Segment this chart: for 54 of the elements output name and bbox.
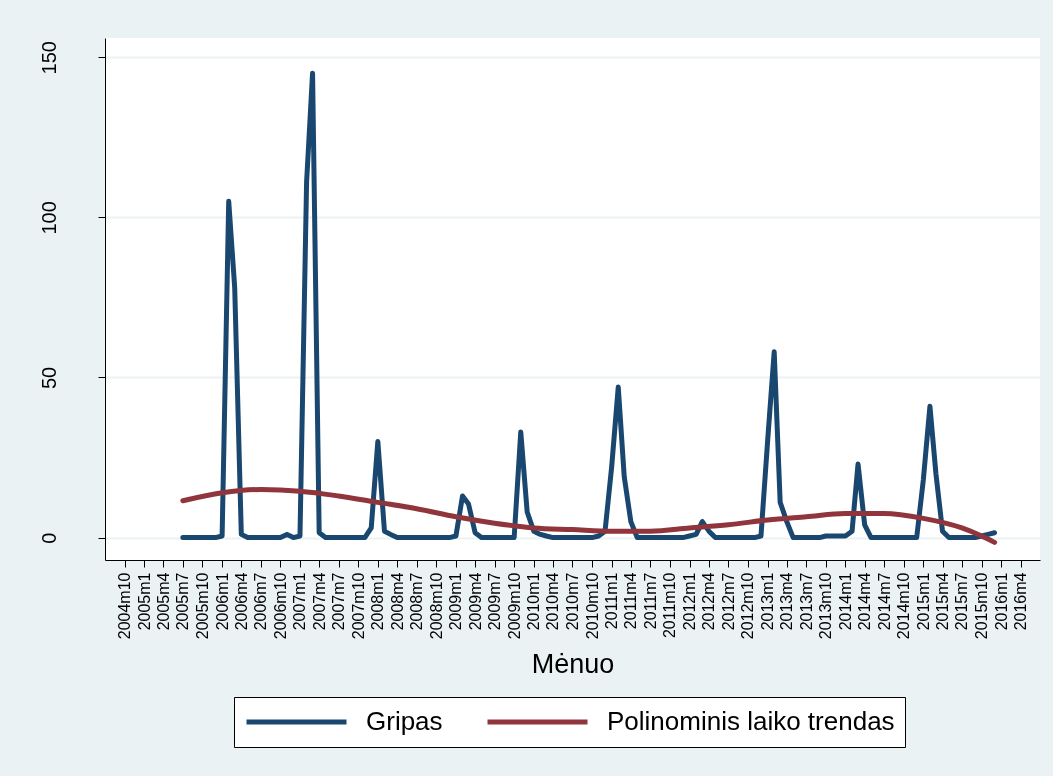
x-tick-label: 2007m7 bbox=[330, 572, 348, 631]
y-tick-label: 150 bbox=[37, 41, 60, 75]
x-tick-label: 2012m1 bbox=[681, 572, 699, 631]
x-tick-label: 2008m10 bbox=[427, 572, 445, 640]
x-tick-label: 2005m7 bbox=[174, 572, 192, 631]
x-tick-label: 2010m4 bbox=[544, 572, 562, 631]
x-tick-label: 2014m4 bbox=[856, 572, 874, 631]
x-tick-label: 2011m7 bbox=[641, 572, 659, 630]
x-tick-label: 2008m4 bbox=[388, 572, 406, 631]
x-tick-label: 2008m7 bbox=[408, 572, 426, 631]
x-tick-label: 2013m1 bbox=[759, 572, 777, 631]
x-tick-label: 2012m10 bbox=[739, 572, 757, 640]
x-tick-label: 2016m1 bbox=[992, 572, 1010, 631]
x-tick-label: 2009m10 bbox=[505, 572, 523, 640]
legend-label: Gripas bbox=[366, 706, 443, 736]
x-tick-label: 2012m7 bbox=[719, 572, 737, 631]
x-tick-label: 2006m10 bbox=[271, 572, 289, 640]
x-tick-label: 2006m7 bbox=[252, 572, 270, 631]
x-tick-label: 2007m4 bbox=[310, 572, 328, 631]
x-tick-label: 2004m10 bbox=[116, 572, 134, 640]
x-tick-label: 2006m4 bbox=[232, 572, 250, 631]
legend-label: Polinominis laiko trendas bbox=[607, 706, 895, 736]
x-tick-label: 2011m4 bbox=[622, 572, 640, 630]
x-tick-label: 2012m4 bbox=[700, 572, 718, 631]
x-tick-label: 2010m1 bbox=[525, 572, 543, 631]
x-tick-label: 2005m1 bbox=[135, 572, 153, 631]
x-tick-label: 2006m1 bbox=[213, 572, 231, 631]
x-tick-label: 2015m7 bbox=[953, 572, 971, 631]
y-tick-label: 0 bbox=[37, 532, 60, 544]
x-tick-label: 2014m7 bbox=[875, 572, 893, 631]
x-tick-label: 2005m4 bbox=[154, 572, 172, 631]
x-tick-label: 2014m10 bbox=[895, 572, 913, 640]
x-tick-label: 2010m10 bbox=[583, 572, 601, 640]
x-tick-label: 2007m1 bbox=[291, 572, 309, 631]
x-tick-label: 2013m4 bbox=[778, 572, 796, 631]
y-tick-label: 100 bbox=[37, 201, 60, 235]
x-tick-label: 2009m1 bbox=[447, 572, 465, 631]
x-tick-label: 2011m10 bbox=[661, 572, 679, 639]
x-tick-label: 2015m1 bbox=[914, 572, 932, 631]
x-axis-title: Mėnuo bbox=[531, 649, 615, 680]
x-tick-label: 2010m7 bbox=[563, 572, 581, 631]
x-tick-label: 2015m10 bbox=[973, 572, 991, 640]
x-tick-label: 2013m7 bbox=[797, 572, 815, 631]
x-tick-label: 2009m7 bbox=[486, 572, 504, 631]
x-tick-label: 2007m10 bbox=[349, 572, 367, 640]
x-tick-label: 2015m4 bbox=[934, 572, 952, 631]
x-tick-label: 2013m10 bbox=[817, 572, 835, 640]
x-tick-label: 2005m10 bbox=[193, 572, 211, 640]
x-tick-label: 2008m1 bbox=[369, 572, 387, 631]
x-tick-label: 2016m4 bbox=[1012, 572, 1030, 631]
x-tick-label: 2011m1 bbox=[603, 572, 621, 630]
y-tick-label: 50 bbox=[37, 366, 60, 390]
x-tick-label: 2009m4 bbox=[466, 572, 484, 631]
x-tick-label: 2014m1 bbox=[836, 572, 854, 631]
